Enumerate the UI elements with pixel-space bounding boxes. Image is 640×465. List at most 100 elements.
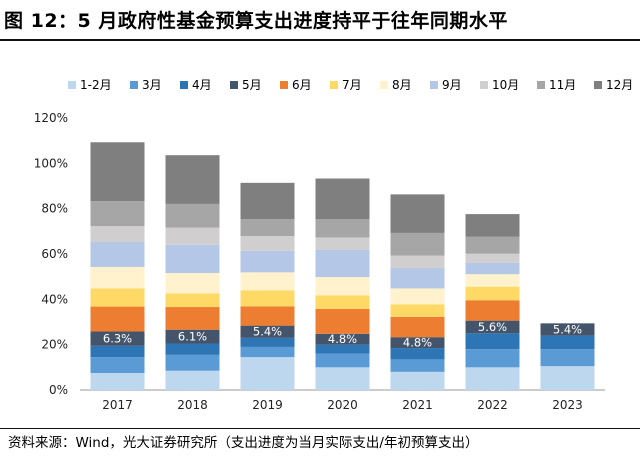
bar-segment <box>315 237 370 250</box>
bar-segment <box>465 286 520 301</box>
legend-label: 6月 <box>292 78 312 92</box>
legend-swatch <box>480 81 488 89</box>
bar-segment <box>240 290 295 307</box>
legend-item: 12月 <box>594 76 633 94</box>
bar-segment <box>90 288 145 307</box>
legend-item: 4月 <box>180 76 212 94</box>
legend-item: 11月 <box>537 76 576 94</box>
bar-segment <box>240 182 295 220</box>
bar-segment <box>465 262 520 275</box>
bar-segment <box>315 295 370 309</box>
legend-swatch <box>537 81 545 89</box>
legend-label: 8月 <box>392 78 412 92</box>
bar-segment <box>90 373 145 390</box>
bar-segment <box>90 357 145 373</box>
legend-item: 6月 <box>280 76 312 94</box>
legend-label: 10月 <box>492 78 520 92</box>
bar-segment <box>465 274 520 287</box>
bar-segment <box>165 370 220 390</box>
bar-segment <box>240 219 295 237</box>
data-label: 6.1% <box>178 330 207 344</box>
bar-segment <box>315 367 370 390</box>
y-tick-label: 20% <box>41 338 68 352</box>
legend-swatch <box>280 81 288 89</box>
legend-item: 8月 <box>380 76 412 94</box>
bar-segment <box>390 232 445 256</box>
bar-segment <box>390 304 445 317</box>
bar-segment <box>240 250 295 273</box>
bar-segment <box>465 300 520 321</box>
bar-segment <box>540 349 595 367</box>
bar-segment <box>390 194 445 233</box>
bar-segment <box>315 277 370 296</box>
bar-segment <box>540 366 595 390</box>
legend-label: 11月 <box>549 78 577 92</box>
bar-segment <box>315 353 370 368</box>
bar-segment <box>390 255 445 269</box>
legend-label: 12月 <box>606 78 634 92</box>
y-tick-label: 120% <box>34 111 68 125</box>
chart-legend: 1-2月 3月 4月 5月 6月 7月 8月 9月 10月 11月 12月 <box>0 76 640 94</box>
data-label: 4.8% <box>328 332 357 346</box>
data-label: 6.3% <box>103 332 132 346</box>
bar-segment <box>165 155 220 204</box>
bar-segment <box>240 337 295 347</box>
bar-segment <box>315 344 370 354</box>
x-tick-label: 2022 <box>477 398 508 412</box>
legend-swatch <box>180 81 188 89</box>
y-tick-label: 0% <box>49 383 68 397</box>
y-tick-label: 80% <box>41 202 68 216</box>
footer-divider <box>0 428 640 429</box>
bar-segment <box>240 306 295 326</box>
legend-label: 9月 <box>442 78 462 92</box>
bar-segment <box>390 348 445 360</box>
x-tick-label: 2023 <box>552 398 583 412</box>
x-tick-label: 2020 <box>327 398 358 412</box>
bar-segment <box>390 337 445 349</box>
bar-segment <box>315 333 370 345</box>
y-tick-label: 60% <box>41 247 68 261</box>
x-tick-label: 2017 <box>102 398 133 412</box>
legend-swatch <box>594 81 602 89</box>
bar-segment <box>240 272 295 291</box>
bar-segment <box>315 219 370 238</box>
data-label: 4.8% <box>403 336 432 350</box>
legend-item: 5月 <box>230 76 262 94</box>
bar-segment <box>390 371 445 390</box>
x-tick-label: 2021 <box>402 398 433 412</box>
bar-segment <box>165 307 220 330</box>
legend-label: 7月 <box>342 78 362 92</box>
legend-item: 1-2月 <box>68 76 112 94</box>
bar-segment <box>465 333 520 350</box>
bar-segment <box>90 266 145 289</box>
bar-segment <box>465 320 520 334</box>
legend-label: 1-2月 <box>80 78 112 92</box>
bar-segment <box>315 308 370 334</box>
y-tick-label: 100% <box>34 156 68 170</box>
legend-swatch <box>68 81 76 89</box>
bar-segment <box>390 316 445 338</box>
x-tick-label: 2018 <box>177 398 208 412</box>
bar-segment <box>465 349 520 368</box>
bar-segment <box>465 214 520 237</box>
bar-segment <box>165 227 220 245</box>
legend-swatch <box>230 81 238 89</box>
legend-swatch <box>130 81 138 89</box>
bar-segment <box>165 273 220 294</box>
legend-item: 3月 <box>130 76 162 94</box>
data-label: 5.4% <box>253 325 282 339</box>
bar-segment <box>165 329 220 344</box>
bar-segment <box>165 244 220 274</box>
bar-segment <box>240 357 295 390</box>
bar-segment <box>165 293 220 308</box>
source-note: 资料来源：Wind，光大证券研究所（支出进度为当月实际支出/年初预算支出） <box>8 435 479 451</box>
legend-item: 7月 <box>330 76 362 94</box>
bar-segment <box>240 346 295 358</box>
bar-segment <box>390 359 445 372</box>
bar-segment <box>390 268 445 289</box>
data-label: 5.6% <box>478 320 507 334</box>
bar-segment <box>465 253 520 263</box>
data-label: 5.4% <box>553 322 582 336</box>
bar-segment <box>90 241 145 267</box>
